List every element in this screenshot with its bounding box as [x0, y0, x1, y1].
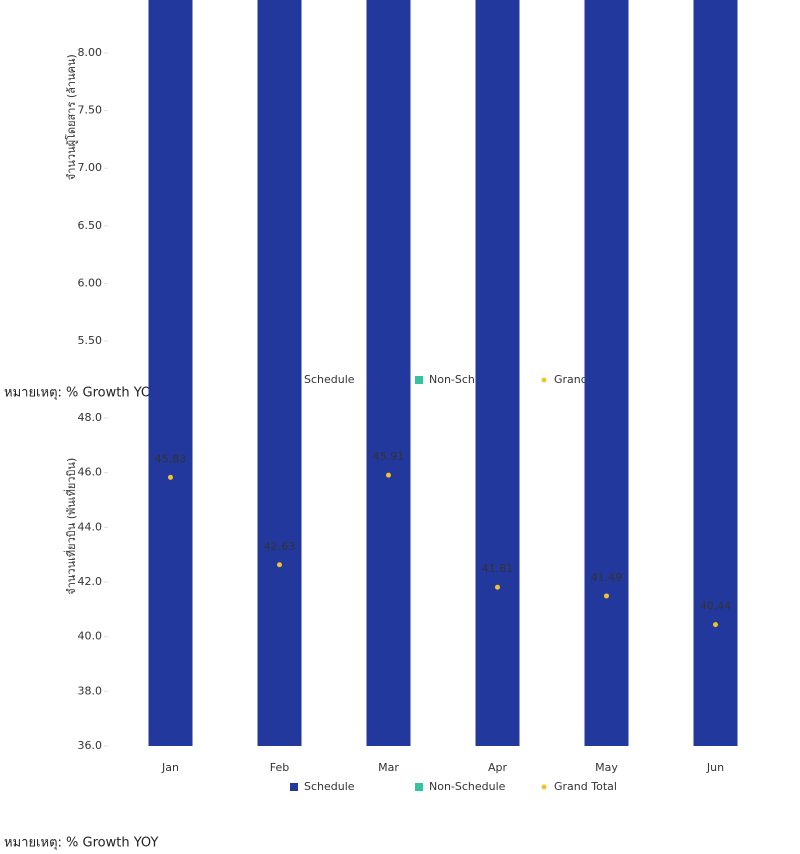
data-label: 40.44 [700, 600, 732, 613]
total-point [277, 562, 282, 568]
total-point [604, 593, 609, 599]
x-tick-label: Jan [161, 761, 179, 774]
data-label: 41.49 [591, 571, 623, 584]
bar-segment [693, 0, 738, 746]
legend-label: Non-Schedule [429, 780, 506, 793]
bar-segment [148, 0, 193, 747]
data-label: 41.81 [482, 562, 514, 575]
bar-segment [584, 0, 629, 746]
y-tick-label: 36.0 [78, 739, 103, 752]
data-label: 45.91 [373, 450, 405, 463]
bar-segment [257, 0, 302, 746]
y-tick-label: 7.00 [78, 161, 103, 174]
legend-swatch [290, 783, 298, 791]
x-tick-label: Jun [706, 761, 724, 774]
total-point [386, 472, 391, 478]
data-label: 42.63 [264, 540, 296, 553]
legend-label: Schedule [304, 373, 355, 386]
y-tick-label: 42.0 [78, 575, 103, 588]
total-point [495, 584, 500, 590]
bar-segment [475, 0, 520, 747]
bar-segment [366, 0, 411, 746]
note: หมายเหตุ: % Growth YOY [4, 386, 158, 401]
y-tick-label: 48.0 [78, 411, 103, 424]
legend-label: Schedule [304, 780, 355, 793]
x-tick-label: Apr [488, 761, 508, 774]
y-tick-label: 38.0 [78, 684, 103, 697]
y-tick-label: 40.0 [78, 630, 103, 643]
legend-swatch [415, 376, 423, 384]
note: หมายเหตุ: % Growth YOY [4, 836, 158, 851]
x-tick-label: Feb [270, 761, 289, 774]
y-axis-title: จำนวนผู้โดยสาร (ล้านคน) [64, 54, 78, 180]
y-tick-label: 6.00 [78, 276, 103, 289]
total-point [168, 474, 173, 480]
legend-label: Grand Total [554, 780, 617, 793]
y-tick-label: 5.50 [78, 334, 103, 347]
data-label: 45.83 [155, 452, 187, 465]
y-tick-label: 6.50 [78, 219, 103, 232]
legend-swatch [415, 783, 423, 791]
legend-swatch [541, 377, 547, 383]
y-tick-label: 46.0 [78, 466, 103, 479]
y-tick-label: 7.50 [78, 104, 103, 117]
y-axis-title: จำนวนเที่ยวบิน (พันเที่ยวบิน) [63, 458, 78, 595]
legend-swatch [541, 784, 547, 790]
x-tick-label: Mar [378, 761, 399, 774]
y-tick-label: 8.00 [78, 46, 103, 59]
total-point [713, 622, 718, 628]
y-tick-label: 44.0 [78, 520, 103, 533]
x-tick-label: May [595, 761, 618, 774]
